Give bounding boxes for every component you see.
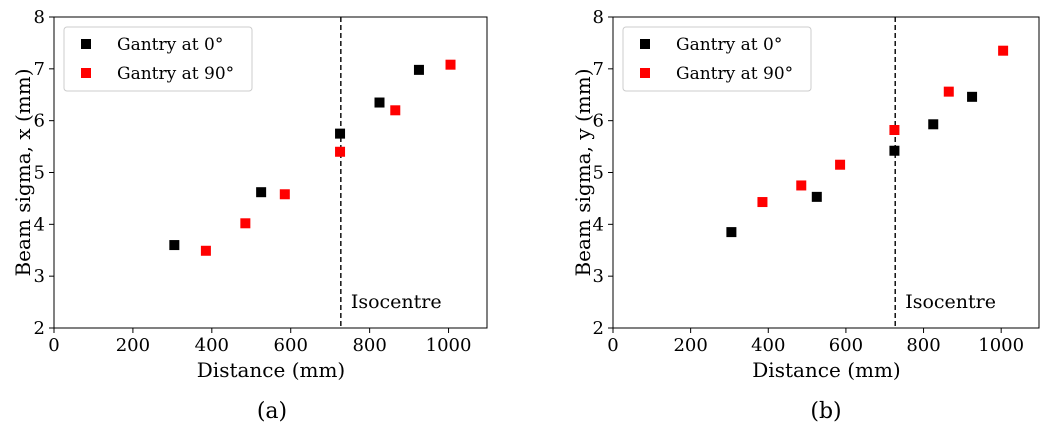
data-point-gantry-90 <box>240 218 251 229</box>
data-point-gantry-90 <box>835 159 846 170</box>
legend-entry: Gantry at 0° <box>117 35 223 55</box>
data-point-gantry-0 <box>889 145 900 156</box>
x-tick-label: 1000 <box>426 335 472 356</box>
legend-entry: Gantry at 90° <box>676 64 793 84</box>
y-tick-label: 4 <box>593 214 604 235</box>
data-point-gantry-0 <box>413 64 424 75</box>
y-tick-label: 8 <box>34 7 45 28</box>
y-axis-label: Beam sigma, y (mm) <box>571 68 595 276</box>
data-point-gantry-0 <box>726 227 737 238</box>
data-point-gantry-90 <box>998 45 1009 56</box>
data-point-gantry-90 <box>889 124 900 135</box>
data-point-gantry-0 <box>335 128 346 139</box>
y-axis-label: Beam sigma, x (mm) <box>11 68 35 276</box>
legend-marker-gantry-0 <box>640 39 650 49</box>
x-tick-label: 400 <box>195 335 229 356</box>
x-tick-label: 200 <box>116 335 150 356</box>
y-tick-label: 6 <box>593 111 604 132</box>
legend-marker-gantry-0 <box>81 39 91 49</box>
y-tick-label: 5 <box>34 163 45 184</box>
x-axis-label: Distance (mm) <box>752 358 900 382</box>
x-tick-label: 200 <box>673 335 707 356</box>
data-point-gantry-90 <box>943 86 954 97</box>
x-tick-label: 400 <box>751 335 785 356</box>
y-tick-label: 2 <box>593 318 604 339</box>
x-tick-label: 800 <box>906 335 940 356</box>
data-point-gantry-0 <box>811 191 822 202</box>
x-tick-label: 1000 <box>978 335 1024 356</box>
y-tick-label: 5 <box>593 163 604 184</box>
isocentre-label: Isocentre <box>351 291 442 313</box>
x-tick-label: 600 <box>274 335 308 356</box>
data-point-gantry-90 <box>796 180 807 191</box>
y-tick-label: 6 <box>34 111 45 132</box>
y-tick-label: 7 <box>593 59 604 80</box>
data-point-gantry-90 <box>445 59 456 70</box>
legend-marker-gantry-90 <box>81 68 91 78</box>
chart-panel-0: 0 200 400 600 800 1000 2 3 4 5 6 7 8 Distance (mm) Bea… <box>11 7 488 424</box>
data-point-gantry-90 <box>200 245 211 256</box>
x-tick-label: 800 <box>352 335 386 356</box>
y-tick-label: 3 <box>34 266 45 287</box>
panel-label: (b) <box>810 399 841 424</box>
data-point-gantry-0 <box>967 91 978 102</box>
legend-entry: Gantry at 0° <box>676 35 782 55</box>
x-axis-label: Distance (mm) <box>197 358 345 382</box>
data-point-gantry-0 <box>256 187 267 198</box>
y-tick-label: 8 <box>593 7 604 28</box>
y-tick-label: 3 <box>593 266 604 287</box>
data-point-gantry-90 <box>390 105 401 116</box>
y-tick-label: 7 <box>34 59 45 80</box>
legend-marker-gantry-90 <box>640 68 650 78</box>
data-point-gantry-0 <box>169 240 180 251</box>
isocentre-label: Isocentre <box>905 291 996 313</box>
y-tick-label: 2 <box>34 318 45 339</box>
chart-panel-1: 0 200 400 600 800 1000 2 3 4 5 6 7 8 Distance (mm) Bea… <box>571 7 1040 424</box>
x-tick-label: 0 <box>607 335 618 356</box>
legend-box <box>63 26 253 92</box>
panel-label: (a) <box>257 399 287 424</box>
y-tick-label: 4 <box>34 214 45 235</box>
x-tick-label: 0 <box>48 335 59 356</box>
legend-box <box>622 26 812 92</box>
legend-entry: Gantry at 90° <box>117 64 234 84</box>
data-point-gantry-90 <box>335 146 346 157</box>
data-point-gantry-90 <box>757 197 768 208</box>
data-point-gantry-90 <box>279 189 290 200</box>
x-tick-label: 600 <box>829 335 863 356</box>
data-point-gantry-0 <box>374 97 385 108</box>
data-point-gantry-0 <box>928 119 939 130</box>
